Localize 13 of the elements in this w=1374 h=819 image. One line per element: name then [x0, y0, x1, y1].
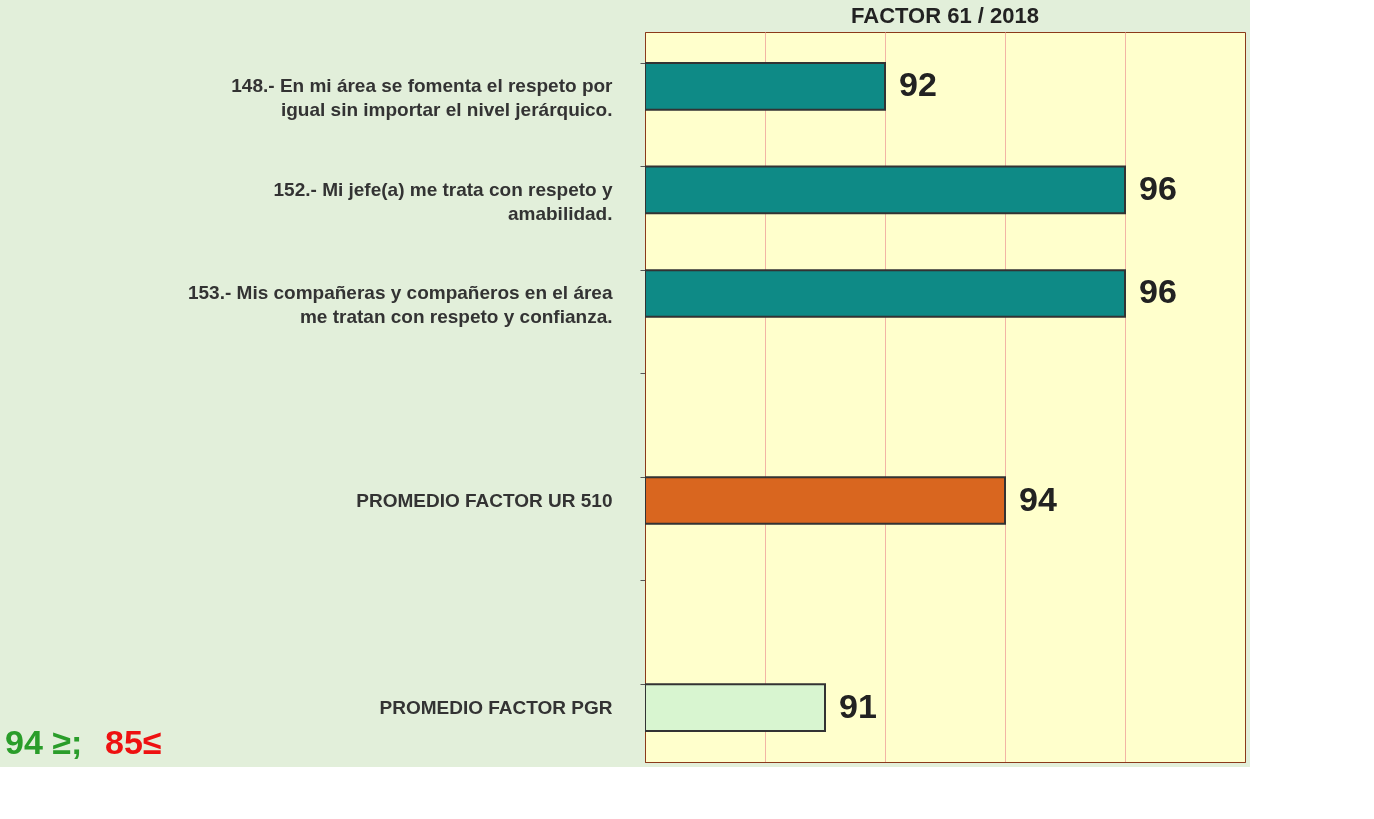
data-label: 96 [1139, 168, 1177, 207]
text: 94 ≥; [5, 723, 83, 761]
text: 85≤ [105, 723, 162, 761]
data-label: 91 [839, 686, 877, 725]
data-label: 94 [1019, 479, 1057, 518]
data-label: 92 [899, 65, 937, 104]
y-tick-label: PROMEDIO FACTOR UR 510 [356, 489, 613, 511]
y-tick-label: 152.- Mi jefe(a) me trata con respeto y amabilidad. [273, 178, 613, 224]
y-tick-label: 153.- Mis compañeras y compañeros en el área me tratan con respeto y confianza. [187, 282, 613, 328]
chart-title: FACTOR 61 / 2018 [851, 3, 1039, 28]
y-tick-label: PROMEDIO FACTOR PGR [379, 696, 613, 718]
data-label: 96 [1139, 272, 1177, 311]
y-tick-label: 148.- En mi área se fomenta el respeto por igual sin importar el nivel jerárquico. [231, 75, 614, 121]
